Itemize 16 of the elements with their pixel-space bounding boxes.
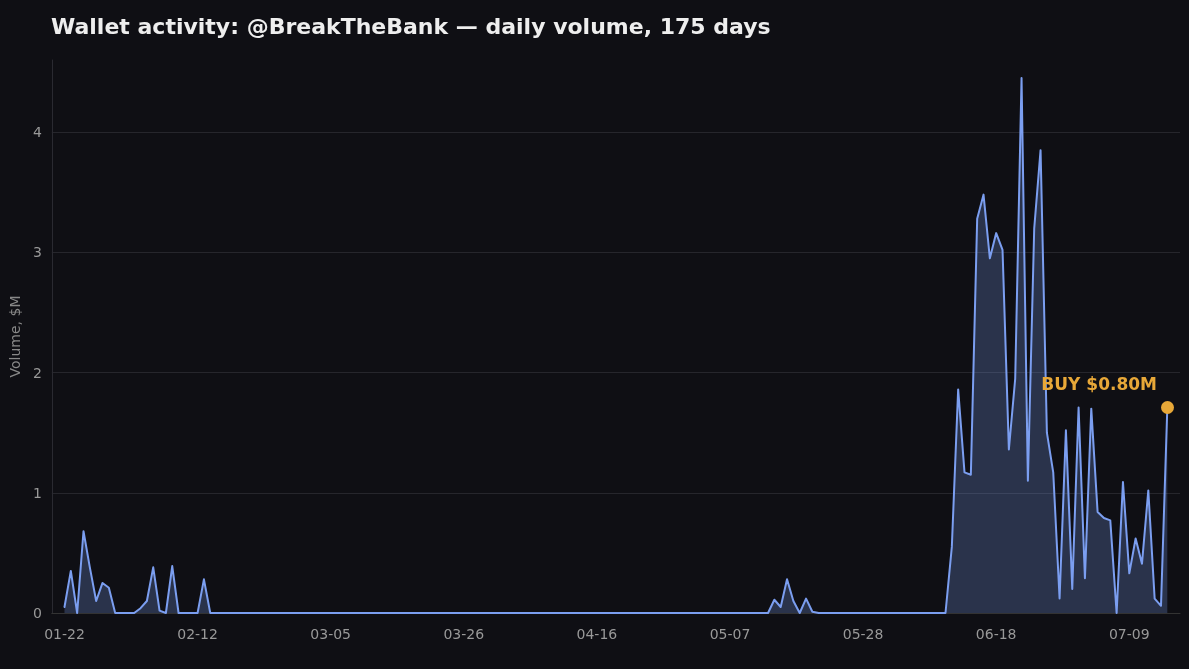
x-tick-label: 04-16 <box>576 626 618 642</box>
y-tick-label: 0 <box>32 605 42 621</box>
x-tick-label: 01-22 <box>44 626 85 642</box>
y-tick-label: 1 <box>32 484 42 501</box>
x-tick-label: 05-07 <box>709 626 751 642</box>
y-axis-title: Volume, $M <box>7 295 23 378</box>
y-tick-label: 3 <box>32 244 42 261</box>
x-tick-label: 07-09 <box>1108 626 1150 642</box>
chart-title: Wallet activity: @BreakTheBank — daily volume, 175 days <box>51 13 771 39</box>
x-tick-label: 03-05 <box>310 626 352 642</box>
y-tick-label: 2 <box>32 364 42 381</box>
x-tick-label: 03-26 <box>443 626 485 642</box>
y-tick-label: 4 <box>32 124 42 141</box>
x-tick-label: 02-12 <box>177 626 218 642</box>
x-tick-label: 06-18 <box>975 626 1017 642</box>
x-tick-label: 05-28 <box>842 626 884 642</box>
